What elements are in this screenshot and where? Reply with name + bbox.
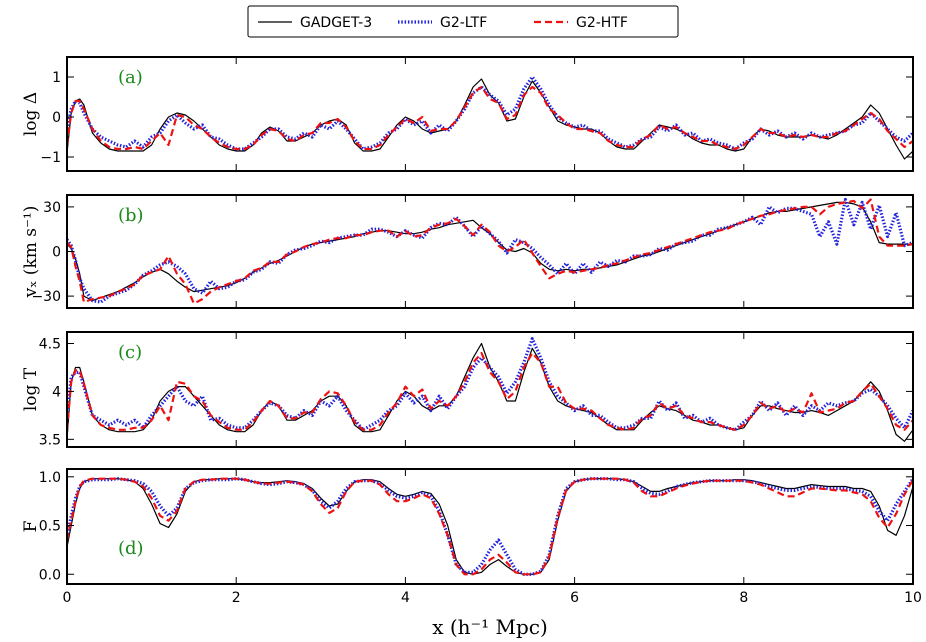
panel-label: (d): [118, 538, 144, 559]
panel-3: 3.5 4 4.5 (c) log T: [21, 331, 914, 448]
legend-box: [247, 5, 679, 38]
panels-group: −1 0 1 (a) log Δ −30 0 30 (b) vₓ (km s⁻¹) 3.5 4 4.5 (…: [21, 56, 922, 606]
panel-label: (a): [118, 67, 143, 88]
series-line-g2-htf: [67, 198, 913, 305]
y-tick-label: 0: [52, 245, 61, 261]
y-tick-label: 30: [43, 200, 61, 216]
y-tick-label: 1: [52, 70, 61, 86]
panel-2: −30 0 30 (b) vₓ (km s⁻¹): [21, 194, 914, 309]
y-axis-label: log Δ: [21, 92, 41, 136]
series-line-g2-htf: [67, 352, 913, 431]
series-line-gadget-3: [67, 201, 913, 302]
series-line-g2-htf: [67, 477, 913, 576]
panel-frame: [66, 331, 914, 448]
y-tick-label: 0.5: [39, 519, 61, 535]
y-axis-label: vₓ (km s⁻¹): [21, 206, 41, 299]
x-tick-label: 10: [904, 590, 922, 606]
legend-label-gadget-3: GADGET-3: [300, 15, 372, 31]
x-tick-label: 2: [232, 590, 241, 606]
x-axis-label: x (h⁻¹ Mpc): [432, 615, 548, 639]
panel-1: −1 0 1 (a) log Δ: [21, 56, 914, 172]
y-tick-label: 1.0: [39, 470, 61, 486]
x-tick-label: 6: [570, 590, 579, 606]
y-tick-label: 0.0: [39, 567, 61, 583]
panel-label: (c): [118, 342, 142, 363]
y-tick-label: 0: [52, 110, 61, 126]
series-line-g2-ltf: [67, 197, 913, 304]
y-tick-label: 3.5: [39, 432, 61, 448]
panel-frame: [66, 56, 914, 172]
y-tick-label: −1: [40, 150, 61, 166]
y-tick-label: 4.5: [39, 337, 61, 353]
x-tick-label: 4: [401, 590, 410, 606]
legend-label-g2-htf: G2-HTF: [576, 15, 628, 31]
y-tick-label: −30: [31, 289, 61, 305]
series-line-gadget-3: [67, 78, 913, 160]
legend-label-g2-ltf: G2-LTF: [440, 15, 487, 31]
panel-frame: [66, 468, 914, 585]
series-line-g2-ltf: [67, 75, 913, 151]
series-line-g2-ltf: [67, 477, 913, 576]
panel-4: 0 2 4 6 8 10 0.0 0.5 1.0 (d) F: [21, 468, 922, 606]
x-tick-label: 8: [739, 590, 748, 606]
x-tick-label: 0: [63, 590, 72, 606]
series-line-g2-htf: [67, 85, 913, 151]
y-axis-label: log T: [21, 367, 41, 411]
panel-label: (b): [118, 205, 144, 226]
series-line-g2-ltf: [67, 337, 913, 432]
y-axis-label: F: [21, 520, 41, 532]
legend: GADGET-3 G2-LTF G2-HTF: [247, 5, 679, 38]
y-tick-label: 4: [52, 384, 61, 400]
series-line-gadget-3: [67, 342, 913, 442]
